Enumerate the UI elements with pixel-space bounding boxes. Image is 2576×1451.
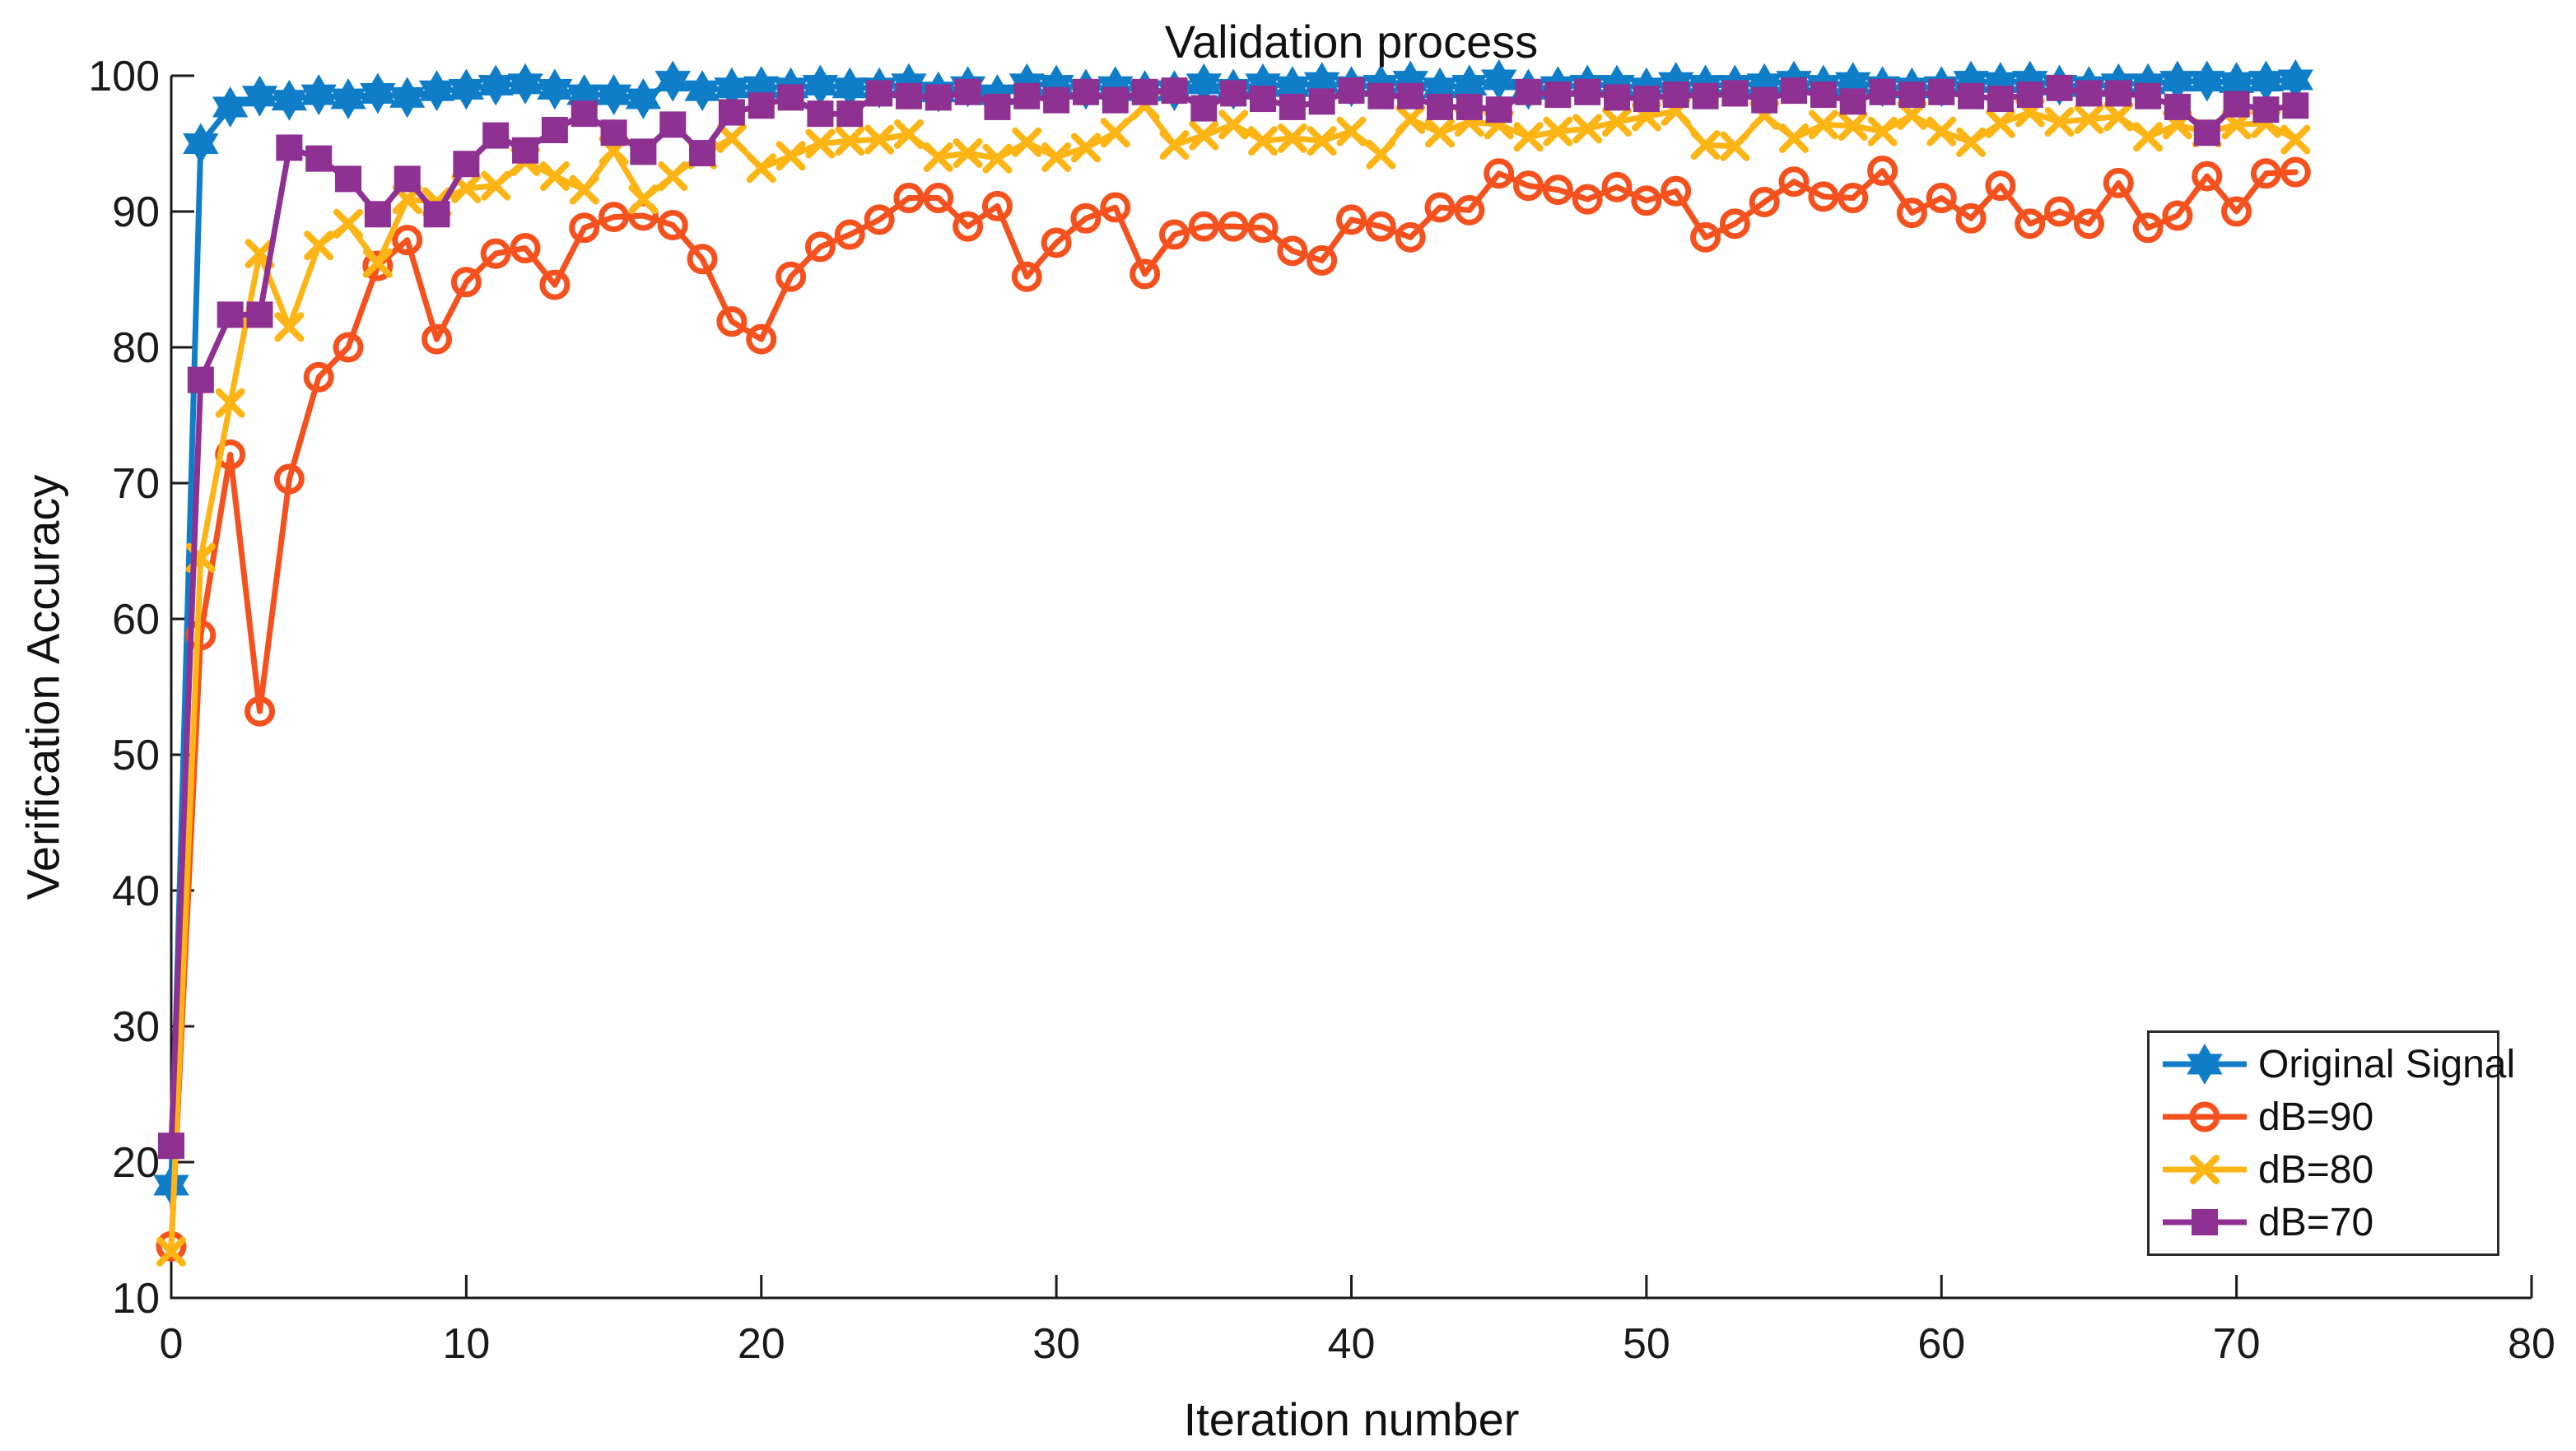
y-tick-label: 10 bbox=[112, 1275, 160, 1323]
legend-marker-square-icon bbox=[2163, 1209, 2247, 1235]
legend-marker-hexagram-icon bbox=[2163, 1044, 2247, 1085]
x-tick-label: 70 bbox=[2213, 1320, 2261, 1368]
x-tick-label: 60 bbox=[1917, 1320, 1965, 1368]
legend-marker-circle-icon bbox=[2163, 1101, 2247, 1132]
legend-item-db90: dB=90 bbox=[2159, 1091, 2497, 1142]
y-tick-label: 100 bbox=[88, 53, 160, 100]
legend-item-db80: dB=80 bbox=[2159, 1144, 2497, 1195]
y-tick-label: 20 bbox=[112, 1139, 160, 1187]
y-tick-label: 90 bbox=[112, 188, 160, 236]
x-tick-label: 20 bbox=[738, 1320, 785, 1368]
legend: Original Signal dB=90 dB=80 dB=70 bbox=[2147, 1030, 2515, 1256]
y-tick-label: 40 bbox=[112, 867, 160, 915]
y-tick-label: 50 bbox=[112, 732, 160, 779]
series-db-90 bbox=[156, 156, 2311, 1262]
legend-label: dB=80 bbox=[2258, 1147, 2374, 1192]
x-axis-label: Iteration number bbox=[1183, 1393, 1520, 1445]
series-db-70 bbox=[158, 74, 2309, 1160]
y-tick-label: 80 bbox=[112, 324, 160, 372]
legend-label: dB=90 bbox=[2258, 1095, 2374, 1139]
legend-item-db70: dB=70 bbox=[2159, 1197, 2497, 1248]
legend-marker-x-icon bbox=[2163, 1155, 2247, 1184]
x-tick-label: 50 bbox=[1623, 1320, 1670, 1368]
legend-label: Original Signal bbox=[2258, 1042, 2516, 1086]
y-tick-label: 70 bbox=[112, 460, 160, 508]
y-tick-label: 60 bbox=[112, 596, 160, 644]
series-original-signal bbox=[153, 58, 2313, 1207]
y-axis-label: Verification Accuracy bbox=[16, 474, 69, 900]
x-tick-label: 80 bbox=[2508, 1320, 2555, 1368]
x-tick-label: 30 bbox=[1032, 1320, 1080, 1368]
x-tick-label: 10 bbox=[442, 1320, 490, 1368]
y-tick-label: 30 bbox=[112, 1003, 160, 1051]
legend-item-original-signal: Original Signal bbox=[2159, 1039, 2515, 1090]
x-tick-label: 0 bbox=[160, 1320, 184, 1368]
legend-label: dB=70 bbox=[2258, 1200, 2374, 1244]
x-tick-label: 40 bbox=[1328, 1320, 1376, 1368]
chart-title: Validation process bbox=[1164, 16, 1539, 67]
